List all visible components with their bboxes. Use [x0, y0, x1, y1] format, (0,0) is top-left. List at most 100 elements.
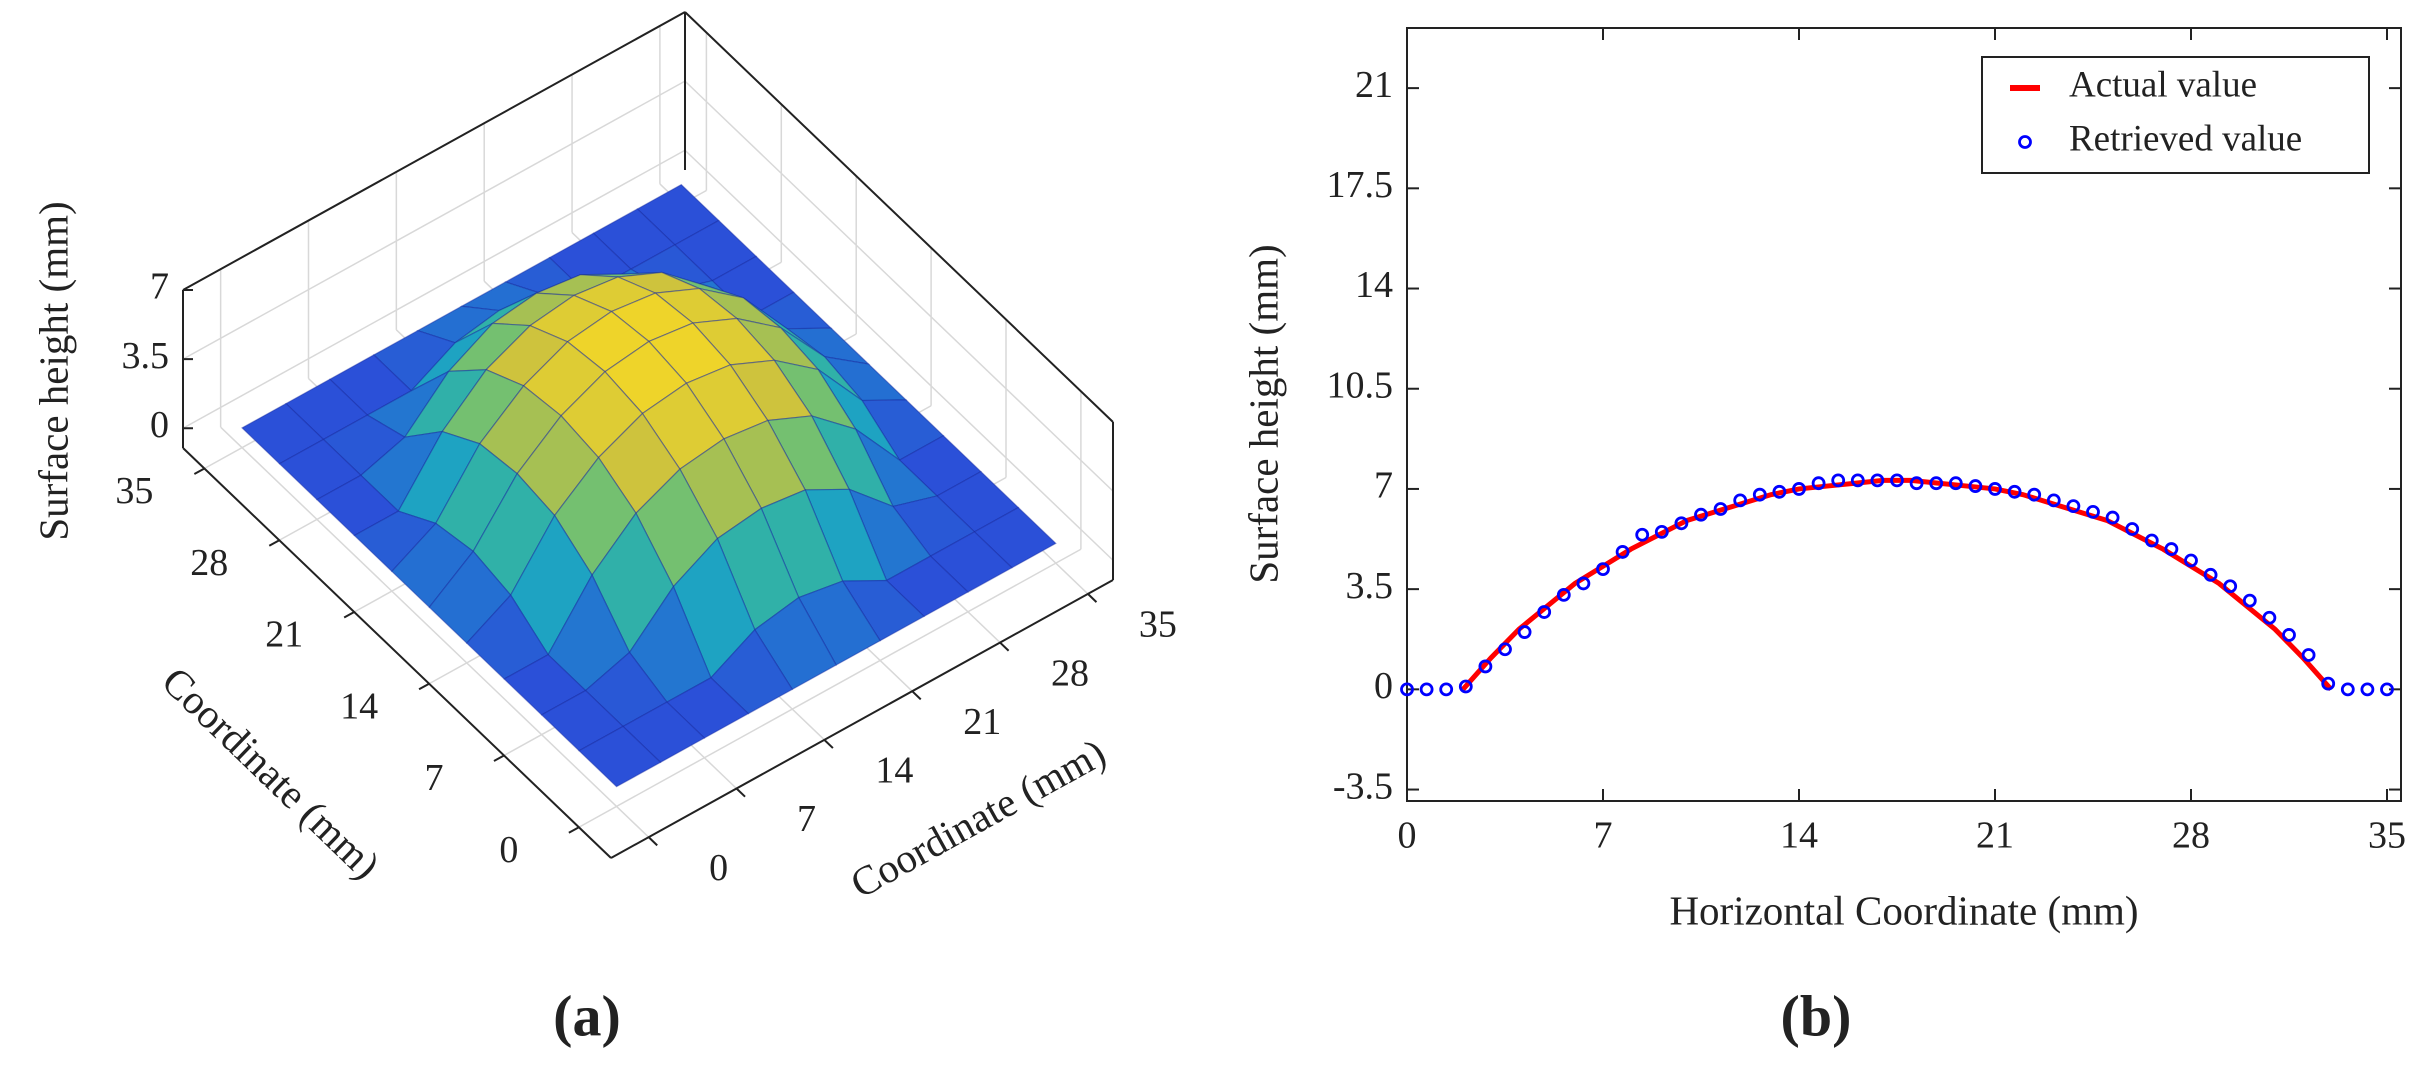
tick-mark	[823, 739, 834, 749]
tick-mark	[1087, 593, 1098, 603]
data-point	[2203, 567, 2218, 582]
legend-swatch	[2018, 135, 2032, 149]
grid-line	[684, 149, 1114, 561]
surface-cell	[760, 489, 844, 599]
data-point	[1968, 479, 1983, 493]
data-point	[1576, 576, 1591, 591]
tick-mark	[343, 611, 355, 619]
tick-mark	[735, 787, 746, 798]
data-point	[1400, 682, 1414, 697]
x-tick-label: 14	[1780, 815, 1818, 857]
data-point	[1419, 682, 1434, 697]
z-axis-label: Surface height (mm)	[30, 201, 76, 540]
y-tick-label: 0	[1374, 665, 1393, 707]
y-tick-label: 28	[190, 542, 228, 584]
axis-edge	[182, 11, 686, 291]
data-point	[2301, 648, 2316, 662]
surface-cell	[622, 701, 706, 764]
data-point	[2340, 682, 2355, 697]
x-tick-label: 21	[963, 701, 1001, 743]
tick-mark	[647, 836, 658, 847]
y-tick-label: 0	[499, 829, 518, 871]
data-point	[2027, 487, 2042, 502]
data-point	[1694, 507, 1708, 522]
grid-line	[684, 80, 1114, 492]
axis-edge	[610, 579, 1114, 859]
data-point	[2007, 484, 2022, 499]
surface-cell	[729, 359, 813, 422]
data-point	[2144, 533, 2159, 548]
x-tick-label: 0	[709, 847, 728, 889]
data-point	[2184, 553, 2198, 568]
data-point	[1752, 487, 1767, 502]
x-tick-label: 35	[1139, 604, 1177, 646]
data-point	[2262, 610, 2277, 625]
y-axis-label: Surface height (mm)	[1240, 244, 1286, 583]
x-axis-label: Horizontal Coordinate (mm)	[1669, 887, 2138, 933]
grid-line	[182, 149, 686, 429]
surface-cell	[665, 677, 750, 739]
data-point	[1890, 473, 1904, 488]
y-tick-label: -3.5	[1333, 765, 1393, 807]
surface-cell	[710, 628, 794, 715]
data-point	[1654, 524, 1669, 539]
x-tick-label: 0	[1398, 815, 1417, 857]
tick-mark	[268, 539, 280, 547]
data-point	[1556, 587, 1571, 602]
y-tick-label: 7	[425, 757, 444, 799]
surface-cell	[441, 368, 525, 445]
data-point	[2380, 682, 2394, 697]
surface-cell	[735, 317, 820, 371]
data-point	[1517, 625, 1532, 639]
tick-mark	[193, 467, 205, 475]
data-point	[1909, 476, 1924, 491]
surface-cell	[817, 369, 901, 461]
grid-line	[578, 548, 1082, 828]
y-tick-label: 21	[265, 614, 303, 656]
data-point	[2242, 593, 2257, 608]
tick-mark	[418, 682, 430, 691]
data-point	[1635, 527, 1650, 542]
tick-mark	[493, 754, 505, 762]
x-tick-label: 21	[1976, 815, 2014, 857]
y-tick-label: 35	[115, 470, 153, 512]
data-point	[2164, 542, 2179, 556]
data-point	[1988, 482, 2002, 496]
grid-line	[182, 80, 686, 360]
surface-cell	[841, 579, 926, 642]
panel-label: (a)	[553, 983, 621, 1048]
data-point	[1870, 473, 1885, 488]
tick-mark	[911, 690, 922, 701]
data-point	[1674, 516, 1689, 531]
data-point	[2223, 579, 2238, 594]
data-point	[2105, 510, 2120, 525]
legend-label: Actual value	[2069, 64, 2257, 105]
data-point	[2125, 522, 2140, 536]
surface-cell	[391, 522, 475, 609]
data-point	[2321, 676, 2336, 691]
y-tick-label: 7	[1374, 465, 1393, 507]
data-point	[1537, 605, 1552, 619]
axis-edge	[182, 447, 612, 859]
surface-cell	[929, 531, 1013, 593]
x-tick-label: 28	[2172, 815, 2210, 857]
axis-edge	[684, 11, 1114, 423]
surface-cell	[885, 555, 969, 618]
data-point	[2282, 628, 2296, 642]
data-point	[1596, 562, 1610, 576]
x-tick-label: 28	[1051, 652, 1089, 694]
data-point	[1850, 473, 1865, 488]
data-point	[1713, 502, 1728, 516]
y-tick-label: 17.5	[1327, 164, 1394, 206]
y-tick-label: 3.5	[1346, 565, 1394, 607]
data-point	[1458, 679, 1473, 694]
data-point	[1792, 482, 1806, 496]
data-point	[1478, 659, 1493, 674]
data-point	[1811, 476, 1826, 491]
data-point	[1439, 682, 1454, 697]
surface-cell	[935, 470, 1020, 533]
data-point	[1831, 473, 1846, 488]
tick-mark	[568, 826, 580, 834]
